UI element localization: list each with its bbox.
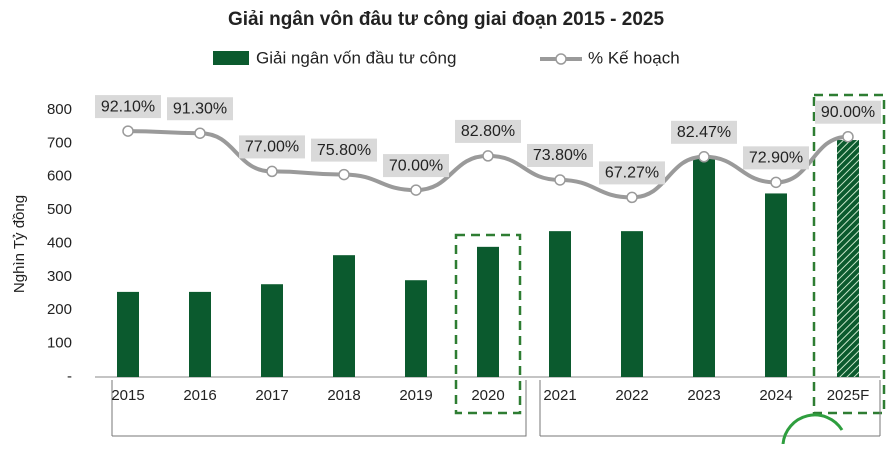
line-marker <box>410 184 422 196</box>
bar <box>405 280 427 377</box>
x-tick-label: 2017 <box>255 387 288 404</box>
line-marker <box>482 150 494 162</box>
x-tick-label: 2025F <box>827 387 870 404</box>
line-marker <box>842 130 854 143</box>
x-tick-label: 2018 <box>327 387 360 404</box>
data-label: 75.80% <box>317 142 371 159</box>
y-tick-label: 500 <box>47 201 72 218</box>
x-tick-label: 2019 <box>399 387 432 404</box>
legend-swatch <box>213 51 249 65</box>
data-label: 82.47% <box>677 124 731 141</box>
line-marker <box>338 168 350 181</box>
bar <box>189 291 211 377</box>
legend-marker <box>555 53 567 65</box>
data-label: 72.90% <box>749 150 803 167</box>
legend-label: % Kế hoạch <box>588 48 680 67</box>
y-axis-label: Nghìn Tỷ đồng <box>11 195 28 293</box>
x-tick-label: 2023 <box>687 387 720 404</box>
x-tick-label: 2015 <box>111 387 144 404</box>
data-label: 70.00% <box>389 157 443 174</box>
line-marker <box>266 165 278 178</box>
line-marker <box>554 174 566 186</box>
x-tick-label: 2024 <box>759 387 792 404</box>
y-tick-label: 200 <box>47 301 72 318</box>
data-label-box <box>311 138 377 162</box>
y-tick-label: 100 <box>47 335 72 352</box>
data-label-box <box>239 135 305 159</box>
data-label-box <box>167 97 233 121</box>
y-tick-label: - <box>67 368 72 385</box>
x-tick-label: 2016 <box>183 387 216 404</box>
circle-mark <box>781 413 844 445</box>
bar <box>549 231 571 377</box>
bar <box>477 246 499 377</box>
line-marker <box>626 191 638 204</box>
y-tick-label: 400 <box>47 234 72 251</box>
x-tick-label: 2022 <box>615 387 648 404</box>
x-tick-label: 2021 <box>543 387 576 404</box>
data-label-box <box>671 120 737 144</box>
period-bracket <box>111 380 527 437</box>
chart-title: Giải ngân vôn đâu tư công giai đoạn 2015… <box>228 9 665 30</box>
bar <box>261 284 283 377</box>
bar <box>765 193 787 377</box>
data-label-box <box>599 161 665 185</box>
data-label: 92.10% <box>101 98 155 115</box>
line-marker <box>698 151 710 163</box>
bar <box>837 140 859 377</box>
data-label: 73.80% <box>533 147 587 164</box>
y-tick-label: 600 <box>47 168 72 185</box>
line-marker <box>122 125 134 137</box>
line-marker <box>770 176 782 189</box>
y-tick-label: 800 <box>47 101 72 118</box>
data-label: 77.00% <box>245 139 299 156</box>
highlight-box <box>812 93 886 415</box>
data-label-box <box>815 100 881 124</box>
bar <box>117 291 139 377</box>
x-tick-label: 2020 <box>471 387 504 404</box>
bar <box>693 156 715 377</box>
period-bracket <box>539 380 881 437</box>
line-marker <box>194 127 206 139</box>
bar <box>621 231 643 377</box>
data-label-box <box>383 154 449 178</box>
data-label: 90.00% <box>821 104 875 121</box>
data-label-box <box>527 143 593 167</box>
data-label: 82.80% <box>461 123 515 140</box>
bar <box>333 255 355 377</box>
data-label-box <box>743 146 809 170</box>
y-tick-label: 700 <box>47 134 72 151</box>
data-label: 67.27% <box>605 165 659 182</box>
y-tick-label: 300 <box>47 268 72 285</box>
data-label-box <box>455 119 521 143</box>
data-label-box <box>95 95 161 119</box>
data-label: 91.30% <box>173 100 227 117</box>
legend-label: Giải ngân vốn đầu tư công <box>256 48 456 67</box>
highlight-box <box>454 233 522 415</box>
